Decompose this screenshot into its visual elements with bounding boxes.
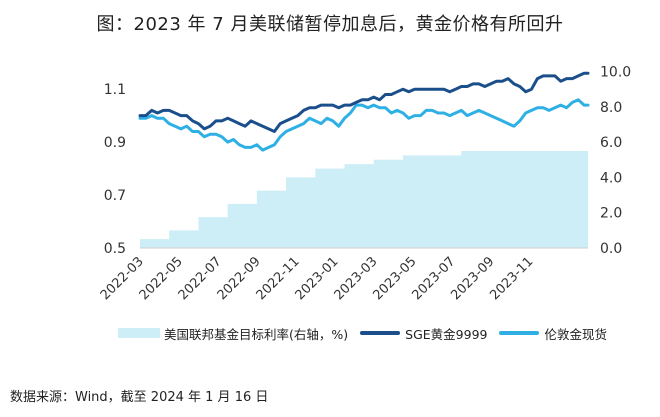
y-right-tick-label: 2.0 (600, 206, 622, 222)
sge-gold-line (138, 71, 590, 133)
lundun-gold-line-group (138, 98, 590, 152)
sge-gold-line-group (138, 71, 590, 133)
fed-rate-area (140, 150, 588, 248)
chart-title: 图：2023 年 7 月美联储暂停加息后，黄金价格有所回升 (96, 14, 564, 35)
y-left-tick-label: 0.9 (104, 135, 126, 151)
fed-rate-area-group (140, 150, 588, 248)
legend-item: 美国联邦基金目标利率(右轴，%) (118, 324, 348, 343)
legend-swatch (499, 331, 540, 335)
y-right-tick-label: 0.0 (600, 241, 622, 257)
legend-swatch (360, 331, 401, 335)
y-right-tick-label: 4.0 (600, 170, 622, 186)
y-right-tick-label: 10.0 (600, 65, 631, 81)
y-right-tick-label: 8.0 (600, 100, 622, 116)
legend-label: 美国联邦基金目标利率(右轴，%) (164, 326, 349, 342)
source-note: 数据来源：Wind，截至 2024 年 1 月 16 日 (10, 390, 269, 405)
legend-item: 伦敦金现货 (499, 324, 607, 343)
legend-label: 伦敦金现货 (544, 326, 607, 342)
y-left-tick-label: 1.1 (104, 82, 126, 98)
legend-label: SGE黄金9999 (405, 326, 488, 342)
y-left-tick-label: 0.5 (104, 241, 126, 257)
y-right-tick-label: 6.0 (600, 135, 622, 151)
x-tick-label: 2023-11 (487, 254, 536, 303)
y-left-tick-label: 0.7 (104, 188, 126, 204)
lundun-gold-line (138, 98, 590, 152)
legend: 美国联邦基金目标利率(右轴，%) SGE黄金9999 伦敦金现货 (118, 322, 619, 344)
legend-swatch (118, 328, 160, 338)
legend-item: SGE黄金9999 (360, 324, 487, 343)
